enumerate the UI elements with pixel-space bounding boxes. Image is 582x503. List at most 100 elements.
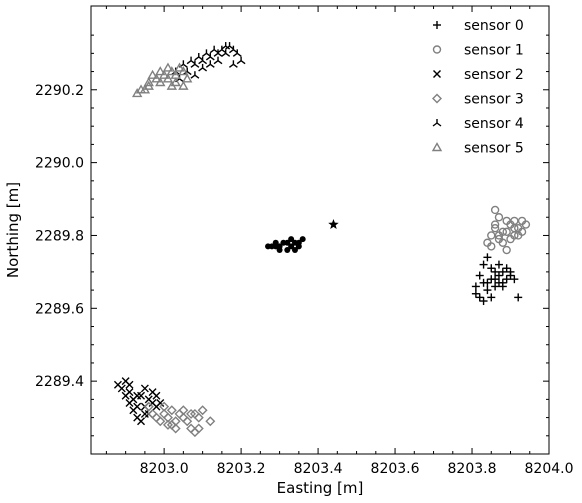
x-tick-label: 8204.0	[525, 461, 574, 477]
data-point	[174, 62, 185, 72]
data-point	[510, 216, 519, 226]
data-point	[213, 56, 223, 65]
data-point	[170, 77, 181, 87]
data-points	[113, 42, 531, 438]
data-point	[494, 213, 504, 222]
data-point	[502, 275, 511, 284]
data-point	[178, 66, 189, 76]
data-point	[483, 286, 492, 295]
x-tick-label: 8203.8	[448, 461, 497, 477]
data-point	[491, 282, 500, 291]
data-point	[143, 77, 154, 87]
data-point	[125, 399, 134, 408]
data-point	[479, 260, 488, 269]
plot-frame	[90, 5, 550, 455]
series-2	[113, 377, 165, 426]
data-point	[159, 401, 170, 412]
data-point	[494, 271, 503, 280]
data-point	[143, 401, 154, 412]
data-point	[502, 227, 511, 237]
data-point	[487, 242, 496, 251]
data-point	[228, 60, 238, 68]
data-point	[236, 56, 246, 65]
data-point	[284, 247, 291, 254]
data-point	[517, 227, 527, 237]
data-point	[137, 417, 146, 426]
data-point	[197, 405, 208, 416]
data-point	[490, 220, 500, 229]
data-point	[487, 264, 496, 273]
data-point	[133, 391, 142, 400]
data-point	[121, 391, 130, 400]
data-point	[193, 412, 204, 423]
legend-marker	[432, 45, 442, 54]
y-tick-label: 2289.6	[35, 301, 84, 317]
data-point	[155, 416, 166, 427]
data-point	[475, 271, 484, 280]
data-point	[521, 220, 531, 229]
legend-marker	[432, 93, 442, 104]
data-point	[498, 282, 507, 291]
data-point	[182, 73, 193, 83]
data-point	[498, 238, 508, 247]
y-tick-label: 2290.2	[35, 83, 84, 99]
x-tick-label: 8203.2	[217, 461, 266, 477]
data-point	[193, 423, 204, 434]
data-point	[198, 63, 208, 72]
data-point	[147, 69, 158, 79]
series-3	[143, 401, 216, 438]
data-point	[155, 66, 166, 76]
data-point	[205, 416, 216, 427]
legend-label: sensor 1	[464, 43, 524, 59]
data-point	[494, 260, 503, 269]
series-7	[328, 219, 339, 229]
data-point	[162, 73, 174, 83]
legend-label: sensor 0	[464, 18, 524, 34]
x-tick-label: 8203.4	[294, 461, 343, 477]
data-point	[205, 52, 215, 61]
data-point	[291, 247, 298, 254]
data-point	[170, 423, 181, 434]
legend-label: sensor 3	[464, 92, 524, 108]
data-point	[510, 275, 519, 284]
data-point	[284, 239, 291, 246]
x-tick-label: 8203.6	[371, 461, 420, 477]
data-point	[483, 278, 492, 287]
series-1	[483, 205, 531, 255]
data-point	[487, 293, 496, 302]
data-point	[272, 243, 279, 250]
data-point	[140, 409, 149, 418]
data-point	[186, 408, 197, 419]
data-point	[232, 49, 242, 57]
data-point	[502, 264, 511, 273]
data-point	[471, 289, 480, 298]
data-point	[152, 391, 161, 400]
legend-label: sensor 5	[464, 141, 524, 157]
data-point	[182, 416, 193, 427]
data-point	[483, 253, 492, 262]
data-point	[288, 243, 295, 250]
data-point	[479, 297, 488, 306]
data-point	[190, 60, 200, 68]
data-point	[490, 223, 500, 233]
y-axis-label: Northing [m]	[4, 182, 22, 278]
legend-marker	[433, 21, 441, 29]
x-tick-label: 8203.0	[140, 461, 189, 477]
data-point	[506, 234, 515, 244]
data-point	[498, 267, 507, 276]
data-point	[295, 243, 302, 250]
data-point	[152, 402, 161, 411]
legend: sensor 0 sensor 1 sensor 2 sensor 3 sensor 4…	[431, 18, 524, 157]
data-point	[221, 42, 231, 50]
data-point	[475, 293, 484, 302]
data-point	[514, 293, 523, 302]
data-point	[506, 267, 515, 276]
data-point	[491, 275, 500, 284]
y-tick-label: 2289.8	[35, 228, 84, 244]
data-point	[190, 71, 200, 79]
data-point	[299, 236, 306, 243]
legend-marker	[431, 142, 443, 152]
data-point	[491, 267, 500, 276]
data-point	[198, 56, 208, 65]
